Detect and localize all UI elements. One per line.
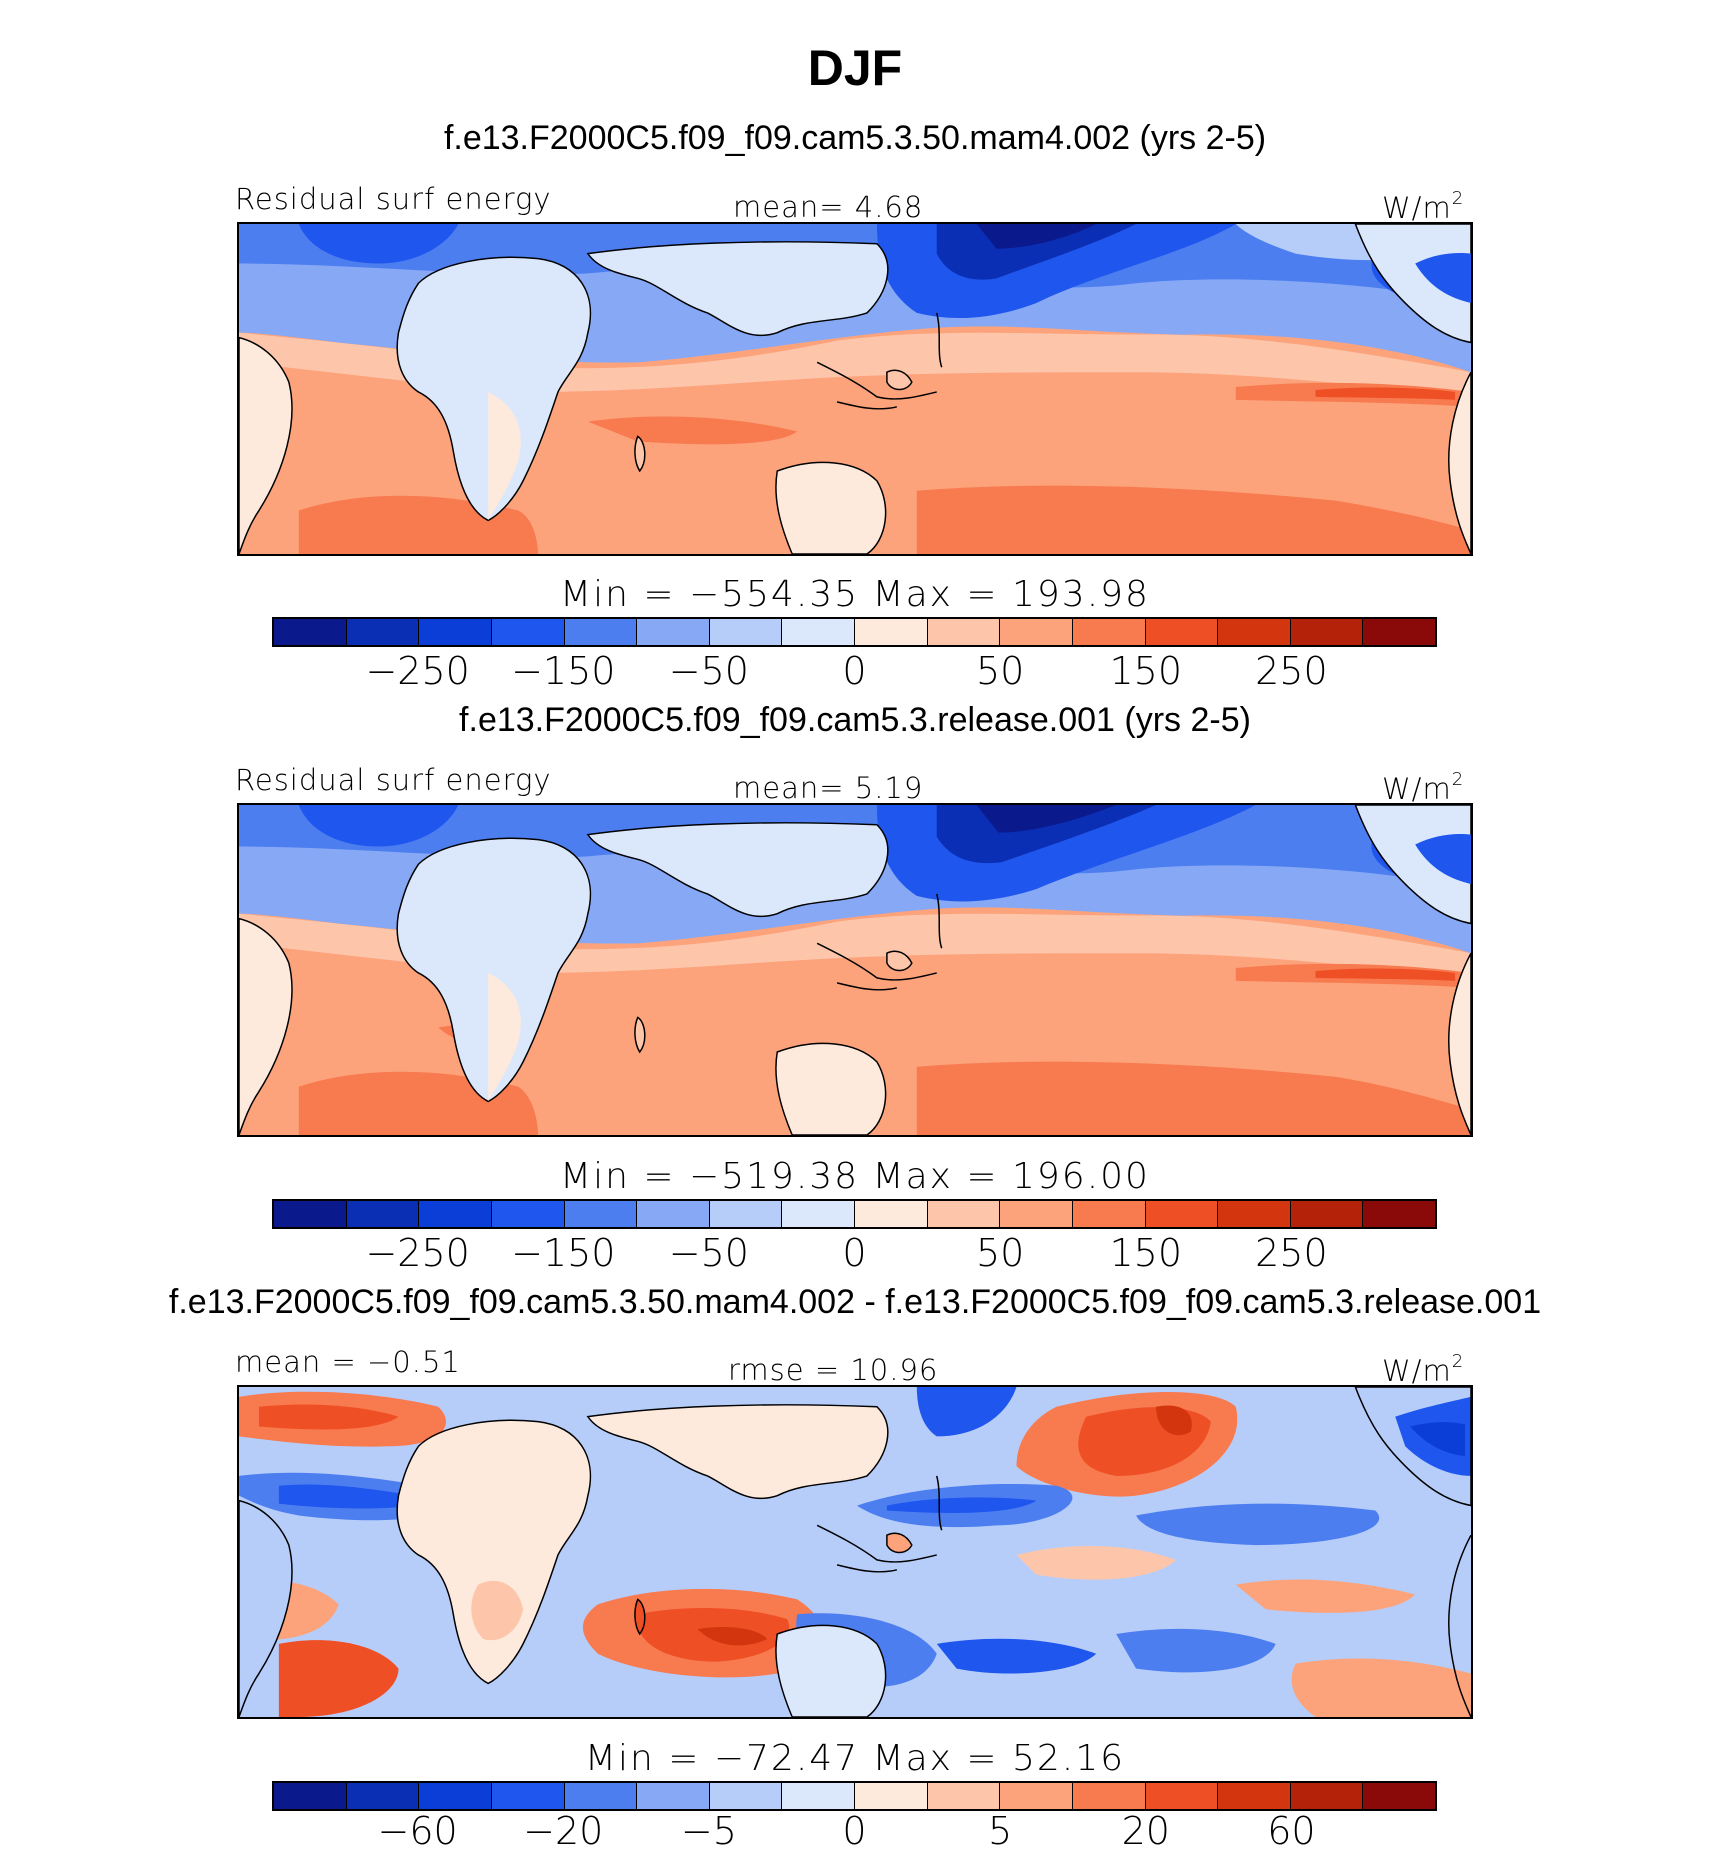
colorbar-swatch <box>274 1783 347 1809</box>
colorbar-swatch <box>1000 1201 1073 1227</box>
colorbar-tick-label: −150 <box>511 649 616 693</box>
colorbar-tick-label: 50 <box>975 649 1025 693</box>
colorbar-swatch <box>927 1201 1001 1227</box>
panel-2-case-title: f.e13.F2000C5.f09_f09.cam5.3.release.001… <box>459 701 1251 739</box>
colorbar-swatch <box>564 1783 638 1809</box>
colorbar-tick-label: −250 <box>365 1231 470 1275</box>
colorbar-swatch <box>1218 1783 1291 1809</box>
colorbar-swatch <box>419 1201 492 1227</box>
colorbar-swatch <box>637 619 710 645</box>
colorbar-tick-label: −60 <box>377 1809 458 1853</box>
colorbar-tick-label: −20 <box>523 1809 604 1853</box>
colorbar-tick-label: −50 <box>668 649 749 693</box>
panel-1-colorbar-ticks: −250 −150 −50 0 50 150 250 <box>272 650 1437 694</box>
colorbar-swatch <box>782 1201 855 1227</box>
panel-3-mean-label: mean = −0.51 <box>235 1345 461 1379</box>
colorbar-swatch <box>1000 619 1073 645</box>
colorbar-swatch <box>855 1783 928 1809</box>
colorbar-swatch <box>274 619 347 645</box>
panel-2-minmax: Min = −519.38 Max = 196.00 <box>560 1156 1150 1197</box>
panel-3-case-title: f.e13.F2000C5.f09_f09.cam5.3.50.mam4.002… <box>168 1283 1542 1321</box>
colorbar-tick-label: 150 <box>1109 1231 1183 1275</box>
colorbar-swatch <box>346 1201 420 1227</box>
colorbar-tick-label: 0 <box>842 1809 867 1853</box>
panel-2-variable-label: Residual surf energy <box>235 763 552 797</box>
colorbar-swatch <box>491 1783 565 1809</box>
colorbar-tick-label: 0 <box>842 1231 867 1275</box>
colorbar-tick-label: −50 <box>668 1231 749 1275</box>
colorbar-swatch <box>1145 1201 1219 1227</box>
colorbar-tick-label: 0 <box>842 649 867 693</box>
colorbar-swatch <box>1000 1783 1073 1809</box>
panel-1-variable-label: Residual surf energy <box>235 182 552 216</box>
colorbar-tick-label: 150 <box>1109 649 1183 693</box>
colorbar-swatch <box>1290 1201 1364 1227</box>
panel-2-map <box>237 803 1473 1137</box>
colorbar-swatch <box>1363 619 1435 645</box>
colorbar-swatch <box>1218 619 1291 645</box>
colorbar-swatch <box>1072 619 1146 645</box>
colorbar-swatch <box>346 1783 420 1809</box>
colorbar-tick-label: −150 <box>511 1231 616 1275</box>
panel-2-mean-label: mean= 5.19 <box>733 771 924 805</box>
colorbar-tick-label: −250 <box>365 649 470 693</box>
panel-3-minmax: Min = −72.47 Max = 52.16 <box>584 1738 1126 1779</box>
colorbar-swatch <box>1072 1783 1146 1809</box>
colorbar-swatch <box>419 619 492 645</box>
colorbar-swatch <box>1290 619 1364 645</box>
colorbar-swatch <box>637 1783 710 1809</box>
panel-1-units-label: W/m2 <box>1382 188 1465 225</box>
colorbar-tick-label: 20 <box>1121 1809 1170 1853</box>
colorbar-swatch <box>1363 1783 1435 1809</box>
colorbar-swatch <box>855 619 928 645</box>
colorbar-swatch <box>709 619 783 645</box>
colorbar-swatch <box>637 1201 710 1227</box>
panel-3-colorbar-ticks: −60 −20 −5 0 5 20 60 <box>272 1810 1437 1852</box>
colorbar-swatch <box>346 619 420 645</box>
colorbar-tick-label: 60 <box>1267 1809 1316 1853</box>
colorbar-swatch <box>709 1783 783 1809</box>
figure-title: DJF <box>807 40 903 96</box>
panel-3-units-label: W/m2 <box>1382 1351 1465 1388</box>
colorbar-swatch <box>491 1201 565 1227</box>
colorbar-swatch <box>782 619 855 645</box>
colorbar-swatch <box>855 1201 928 1227</box>
panel-1-case-title: f.e13.F2000C5.f09_f09.cam5.3.50.mam4.002… <box>443 119 1267 157</box>
colorbar-swatch <box>274 1201 347 1227</box>
colorbar-swatch <box>1290 1783 1364 1809</box>
colorbar-tick-label: 50 <box>975 1231 1025 1275</box>
colorbar-swatch <box>782 1783 855 1809</box>
panel-3-rmse-label: rmse = 10.96 <box>728 1353 939 1387</box>
colorbar-swatch <box>709 1201 783 1227</box>
colorbar-swatch <box>1218 1201 1291 1227</box>
colorbar-swatch <box>419 1783 492 1809</box>
colorbar-swatch <box>1145 619 1219 645</box>
panel-3-map <box>237 1385 1473 1719</box>
colorbar-swatch <box>491 619 565 645</box>
panel-1-colorbar <box>272 617 1437 647</box>
colorbar-swatch <box>927 1783 1001 1809</box>
colorbar-swatch <box>564 1201 638 1227</box>
panel-1-minmax: Min = −554.35 Max = 193.98 <box>560 574 1150 615</box>
colorbar-swatch <box>927 619 1001 645</box>
colorbar-swatch <box>564 619 638 645</box>
colorbar-tick-label: 5 <box>988 1809 1013 1853</box>
colorbar-tick-label: 250 <box>1255 1231 1328 1275</box>
panel-1-map <box>237 222 1473 556</box>
colorbar-tick-label: 250 <box>1255 649 1328 693</box>
colorbar-swatch <box>1072 1201 1146 1227</box>
panel-2-colorbar-ticks: −250 −150 −50 0 50 150 250 <box>272 1232 1437 1276</box>
panel-1-mean-label: mean= 4.68 <box>733 190 924 224</box>
panel-2-units-label: W/m2 <box>1382 769 1465 806</box>
panel-3-colorbar <box>272 1781 1437 1811</box>
panel-2-colorbar <box>272 1199 1437 1229</box>
colorbar-swatch <box>1363 1201 1435 1227</box>
colorbar-tick-label: −5 <box>680 1809 737 1853</box>
colorbar-swatch <box>1145 1783 1219 1809</box>
